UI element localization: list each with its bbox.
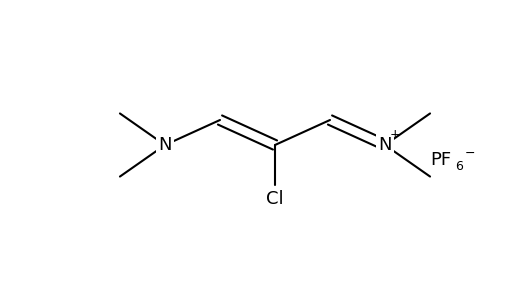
Text: +: + <box>390 128 400 142</box>
Text: −: − <box>465 146 476 160</box>
Text: PF: PF <box>430 151 451 169</box>
Text: 6: 6 <box>455 160 463 172</box>
Text: N: N <box>158 136 172 154</box>
Text: N: N <box>378 136 392 154</box>
Text: Cl: Cl <box>266 190 284 208</box>
